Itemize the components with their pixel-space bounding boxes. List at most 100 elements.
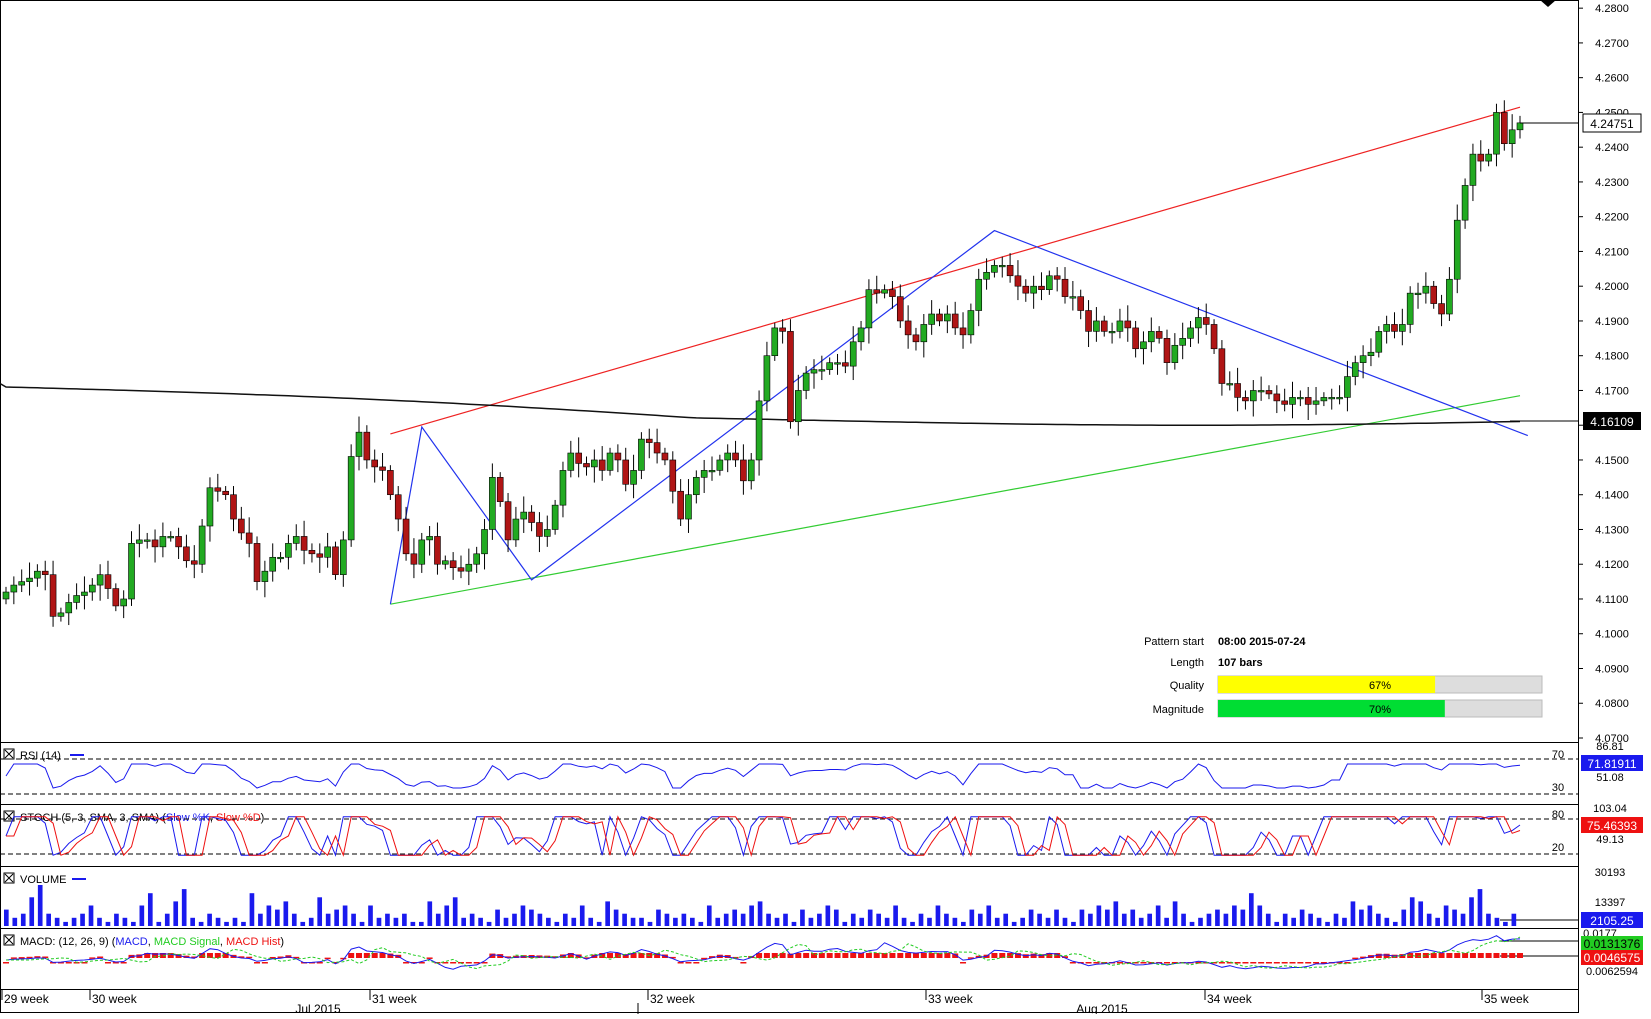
price-tick-label: 4.1900 — [1595, 316, 1629, 328]
macd-hist-bar — [991, 953, 998, 958]
volume-bar — [1426, 913, 1432, 926]
quality-bar-fill — [1218, 676, 1436, 693]
macd-signal-value: 0.0131376 — [1584, 937, 1641, 951]
volume-bar — [1240, 909, 1246, 926]
macd-hist-bar — [897, 953, 904, 958]
volume-bar — [961, 921, 966, 926]
volume-bar — [681, 913, 687, 926]
candle-body — [1406, 292, 1414, 325]
volume-bar — [147, 893, 153, 926]
volume-bar — [410, 921, 416, 926]
volume-bar — [986, 905, 992, 926]
volume-bar — [1172, 901, 1178, 926]
price-tick-label: 4.2300 — [1595, 177, 1629, 189]
volume-bar — [1443, 905, 1449, 926]
macd-hist-bar — [222, 953, 229, 958]
price-tick-label: 4.1100 — [1596, 594, 1629, 606]
volume-bar — [1011, 921, 1017, 926]
volume-bar — [478, 917, 483, 926]
macd-hist-bar — [199, 953, 206, 958]
macd-hist-bar — [1085, 962, 1092, 964]
macd-hist-bar — [1509, 953, 1516, 958]
volume-bar — [1105, 909, 1110, 926]
macd-hist-bar — [340, 957, 347, 960]
week-label: 29 week — [4, 992, 50, 1006]
candle-body — [340, 539, 347, 575]
volume-bar — [275, 909, 280, 926]
rsi-line — [5, 763, 1521, 789]
volume-bar — [435, 913, 441, 926]
candle-body — [1179, 338, 1186, 346]
candle-body — [379, 466, 386, 471]
candle-body — [645, 438, 653, 443]
volume-bar — [1350, 901, 1356, 926]
candle-body — [190, 560, 198, 565]
candle-body — [1453, 219, 1461, 280]
volume-bar — [444, 905, 450, 926]
macd-hist-bar — [57, 962, 64, 964]
volume-bar — [63, 921, 68, 926]
candle-body — [73, 595, 80, 603]
candle-body — [371, 459, 378, 468]
volume-bar — [1418, 901, 1424, 926]
candle-body — [159, 536, 167, 548]
candle-body — [1202, 317, 1210, 325]
candle-body — [316, 553, 324, 558]
macd-hist-bar — [881, 953, 888, 958]
macd-hist-bar — [865, 953, 872, 958]
candle-body — [638, 438, 645, 471]
volume-bar — [1460, 913, 1466, 926]
macd-hist-bar — [1007, 953, 1014, 958]
candle-body — [1367, 351, 1375, 357]
volume-bar — [833, 909, 839, 926]
macd-hist-bar — [1501, 953, 1508, 958]
volume-bar — [588, 917, 594, 926]
candle-body — [1249, 390, 1257, 402]
macd-hist-bar — [426, 957, 433, 959]
volume-bar — [1181, 913, 1186, 926]
macd-hist-bar — [450, 962, 457, 964]
volume-bar — [723, 913, 729, 926]
macd-hist-bar — [1030, 953, 1037, 958]
candle-body — [1359, 355, 1367, 363]
candle-body — [1320, 397, 1328, 402]
candle-body — [222, 490, 229, 496]
scroll-marker-icon[interactable] — [1540, 0, 1556, 7]
candle-body — [724, 452, 731, 461]
volume-bar — [1071, 921, 1076, 926]
volume-bar — [554, 921, 560, 926]
macd-hist-bar — [214, 953, 221, 958]
volume-bar — [952, 917, 958, 926]
macd-hist-bar — [1062, 956, 1069, 958]
volume-bar — [1130, 909, 1136, 926]
candle-body — [1140, 341, 1147, 350]
candle-body — [504, 501, 512, 541]
volume-bar — [1147, 913, 1153, 926]
volume-bar — [630, 917, 636, 926]
volume-panel: VOLUME 30193 13397 2105.25 — [3, 867, 1643, 928]
stoch-level-20: 20 — [1552, 842, 1564, 854]
macd-hist-bar — [1265, 962, 1272, 964]
volume-bar — [1282, 913, 1288, 926]
candle-body — [1297, 397, 1304, 400]
candle-body — [128, 543, 135, 600]
volume-bar — [1028, 909, 1034, 926]
candle-body — [528, 511, 535, 523]
candle-body — [473, 553, 480, 565]
candle-body — [1304, 397, 1312, 405]
volume-bar — [757, 901, 763, 926]
macd-hist-bar — [167, 953, 174, 958]
macd-hist-bar — [1195, 962, 1202, 964]
rsi-last-value: 71.81911 — [1587, 757, 1636, 771]
macd-hist-bar — [316, 962, 323, 964]
magnitude-bar-fill — [1218, 700, 1445, 717]
macd-hist-bar — [505, 956, 512, 958]
macd-hist-bar — [960, 962, 967, 964]
candle-body — [1210, 324, 1218, 350]
volume-bar — [207, 913, 212, 926]
macd-hist-bar — [348, 953, 355, 958]
macd-hist-bar — [1171, 962, 1178, 964]
candle-body — [944, 313, 951, 322]
pattern-info-panel: Pattern start 08:00 2015-07-24 Length 10… — [1144, 636, 1543, 718]
volume-bar — [1189, 921, 1195, 926]
